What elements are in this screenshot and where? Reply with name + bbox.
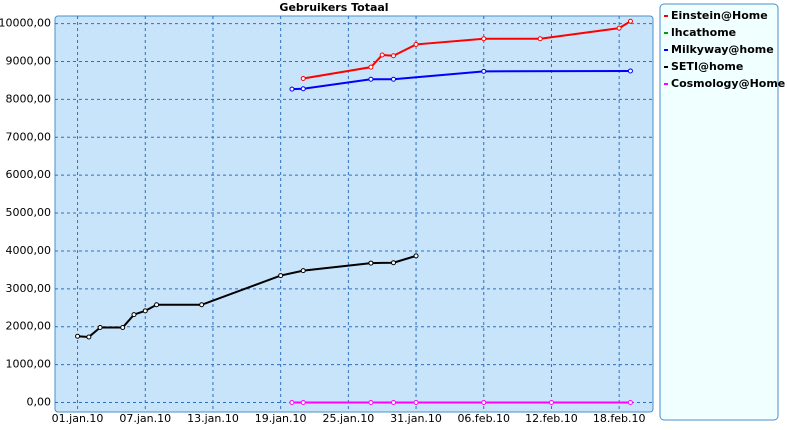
y-tick-label: 6000,00 — [6, 168, 52, 181]
data-point — [390, 260, 396, 266]
data-point — [300, 268, 306, 274]
data-point — [120, 324, 126, 330]
x-tick-label: 25.jan.10 — [322, 412, 374, 425]
data-point — [481, 68, 487, 74]
data-point — [368, 64, 374, 70]
y-tick-label: 8000,00 — [6, 92, 52, 105]
data-point — [86, 334, 92, 340]
data-point — [413, 41, 419, 47]
data-point — [481, 36, 487, 42]
y-tick-label: 4000,00 — [6, 244, 52, 257]
data-point — [154, 302, 160, 308]
legend-label: SETI@home — [671, 60, 743, 73]
y-tick-label: 3000,00 — [6, 282, 52, 295]
legend-label: Milkyway@home — [671, 43, 774, 56]
data-point — [413, 253, 419, 259]
data-point — [379, 52, 385, 58]
legend-label: lhcathome — [671, 26, 736, 39]
y-tick-label: 0,00 — [27, 396, 52, 409]
data-point — [548, 400, 554, 406]
x-tick-label: 18.feb.10 — [593, 412, 646, 425]
data-point — [289, 400, 295, 406]
data-point — [278, 273, 284, 279]
y-tick-label: 9000,00 — [6, 54, 52, 67]
legend-label: Cosmology@Home — [671, 77, 785, 90]
data-point — [481, 400, 487, 406]
data-point — [289, 86, 295, 92]
data-point — [142, 308, 148, 314]
data-point — [75, 333, 81, 339]
data-point — [390, 76, 396, 82]
data-point — [390, 53, 396, 59]
data-point — [537, 36, 543, 42]
y-tick-label: 10000,00 — [0, 17, 51, 30]
data-point — [368, 260, 374, 266]
data-point — [300, 86, 306, 92]
data-point — [300, 76, 306, 82]
data-point — [368, 400, 374, 406]
data-point — [627, 18, 633, 24]
x-tick-label: 13.jan.10 — [187, 412, 239, 425]
data-point — [627, 400, 633, 406]
legend-box — [659, 3, 779, 421]
y-tick-label: 1000,00 — [6, 358, 52, 371]
data-point — [413, 400, 419, 406]
x-tick-label: 19.jan.10 — [255, 412, 307, 425]
chart-title: Gebruikers Totaal — [279, 1, 388, 14]
data-point — [131, 312, 137, 318]
y-tick-label: 2000,00 — [6, 320, 52, 333]
data-point — [390, 400, 396, 406]
data-point — [199, 302, 205, 308]
x-tick-label: 01.jan.10 — [52, 412, 104, 425]
plot-area — [54, 15, 654, 413]
data-point — [616, 25, 622, 31]
data-point — [300, 400, 306, 406]
y-tick-label: 5000,00 — [6, 206, 52, 219]
data-point — [627, 68, 633, 74]
x-tick-label: 31.jan.10 — [390, 412, 442, 425]
data-point — [97, 324, 103, 330]
x-tick-label: 06.feb.10 — [457, 412, 510, 425]
x-tick-label: 07.jan.10 — [119, 412, 171, 425]
x-tick-label: 12.feb.10 — [525, 412, 578, 425]
data-point — [368, 76, 374, 82]
legend-label: Einstein@Home — [671, 9, 768, 22]
y-tick-label: 7000,00 — [6, 130, 52, 143]
